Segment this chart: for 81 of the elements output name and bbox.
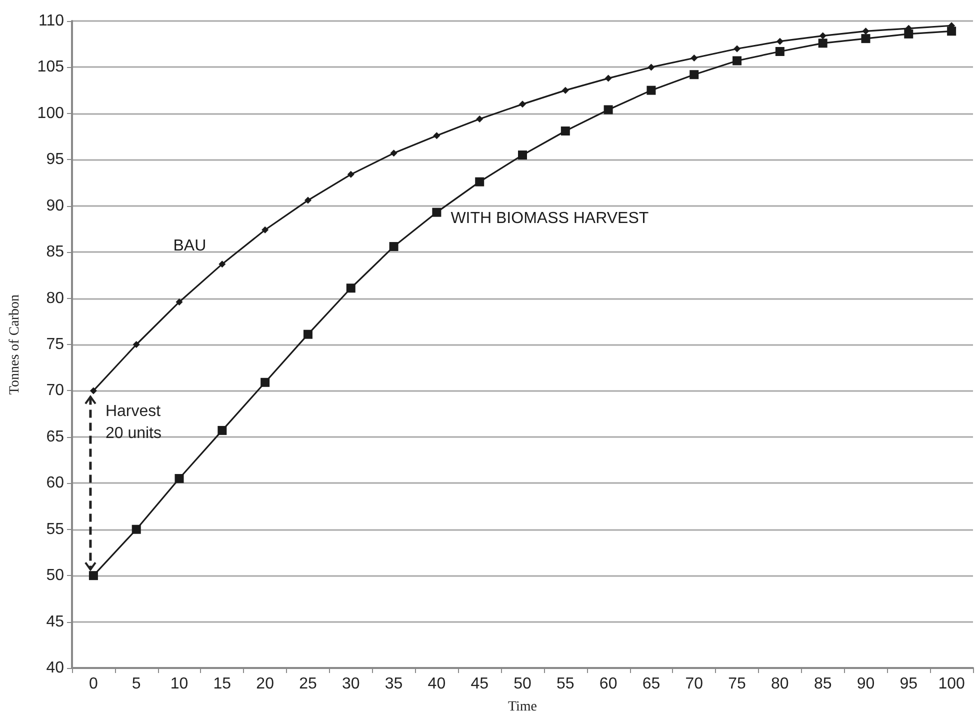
- point: [389, 242, 398, 252]
- point: [775, 47, 784, 56]
- point: [819, 32, 826, 40]
- x-tick-label: 15: [213, 676, 232, 692]
- x-tick-label: 85: [814, 676, 832, 692]
- series-label: BAU: [173, 237, 206, 254]
- annotation: Harvest 20 units: [105, 403, 162, 442]
- x-tick-label: 50: [514, 676, 532, 692]
- point: [734, 45, 741, 52]
- y-tick-label: 45: [46, 613, 64, 630]
- point: [347, 170, 354, 178]
- point: [174, 474, 184, 484]
- x-tick-label: 45: [470, 676, 489, 692]
- y-tick-label: 100: [37, 104, 64, 122]
- y-tick-label: 65: [46, 428, 64, 446]
- point: [604, 105, 613, 114]
- y-axis-title: Tonnes of Carbon: [8, 294, 22, 395]
- y-tick-label: 85: [46, 244, 64, 261]
- point: [732, 56, 742, 66]
- point: [432, 208, 442, 217]
- y-tick-label: 50: [46, 567, 64, 584]
- point: [646, 86, 656, 95]
- x-tick-label: 55: [556, 676, 574, 692]
- x-tick-label: 30: [342, 676, 360, 692]
- y-tick-label: 40: [46, 660, 64, 676]
- point: [132, 341, 140, 348]
- point: [904, 29, 914, 38]
- point: [776, 38, 784, 45]
- point: [218, 426, 227, 435]
- y-tick-label: 105: [37, 58, 64, 76]
- point: [560, 126, 570, 136]
- x-tick-label: 5: [132, 676, 141, 692]
- point: [947, 26, 956, 36]
- x-tick-label: 25: [299, 676, 317, 692]
- x-axis-title: Time: [508, 700, 538, 714]
- point: [132, 524, 141, 534]
- x-tick-label: 100: [938, 676, 965, 692]
- point: [648, 64, 655, 71]
- y-tick-label: 70: [46, 382, 64, 400]
- point: [262, 226, 269, 234]
- point: [433, 132, 440, 140]
- x-tick-label: 40: [428, 676, 446, 692]
- point: [88, 571, 98, 580]
- x-tick-label: 20: [256, 676, 274, 692]
- point: [861, 34, 870, 44]
- y-tick-label: 90: [46, 197, 64, 214]
- y-tick-label: 75: [46, 336, 64, 353]
- x-tick-label: 0: [89, 676, 98, 692]
- point: [390, 150, 398, 157]
- y-tick-label: 60: [46, 474, 64, 492]
- y-tick-label: 110: [38, 12, 64, 30]
- point: [519, 100, 526, 108]
- x-tick-label: 75: [728, 676, 746, 692]
- point: [304, 196, 312, 204]
- point: [862, 28, 870, 35]
- point: [690, 70, 699, 80]
- point: [90, 387, 97, 394]
- point: [475, 177, 484, 186]
- y-tick-label: 80: [46, 290, 64, 307]
- y-tick-label: 95: [46, 151, 64, 168]
- point: [562, 86, 569, 94]
- x-tick-label: 35: [384, 676, 403, 692]
- x-tick-label: 70: [685, 676, 704, 692]
- point: [346, 284, 356, 293]
- series-label: WITH BIOMASS HARVEST: [450, 210, 649, 227]
- point: [260, 378, 270, 387]
- point: [690, 54, 698, 62]
- point: [518, 150, 527, 160]
- x-tick-label: 10: [170, 676, 188, 692]
- point: [218, 260, 226, 268]
- point: [303, 330, 312, 339]
- x-tick-label: 90: [856, 676, 875, 692]
- x-tick-label: 65: [642, 676, 660, 692]
- point: [476, 115, 484, 122]
- x-tick-label: 95: [900, 676, 918, 692]
- point: [818, 38, 828, 48]
- point: [604, 74, 612, 82]
- y-tick-label: 55: [46, 520, 64, 538]
- x-tick-label: 80: [771, 676, 789, 692]
- point: [176, 298, 183, 306]
- x-tick-label: 60: [599, 676, 618, 692]
